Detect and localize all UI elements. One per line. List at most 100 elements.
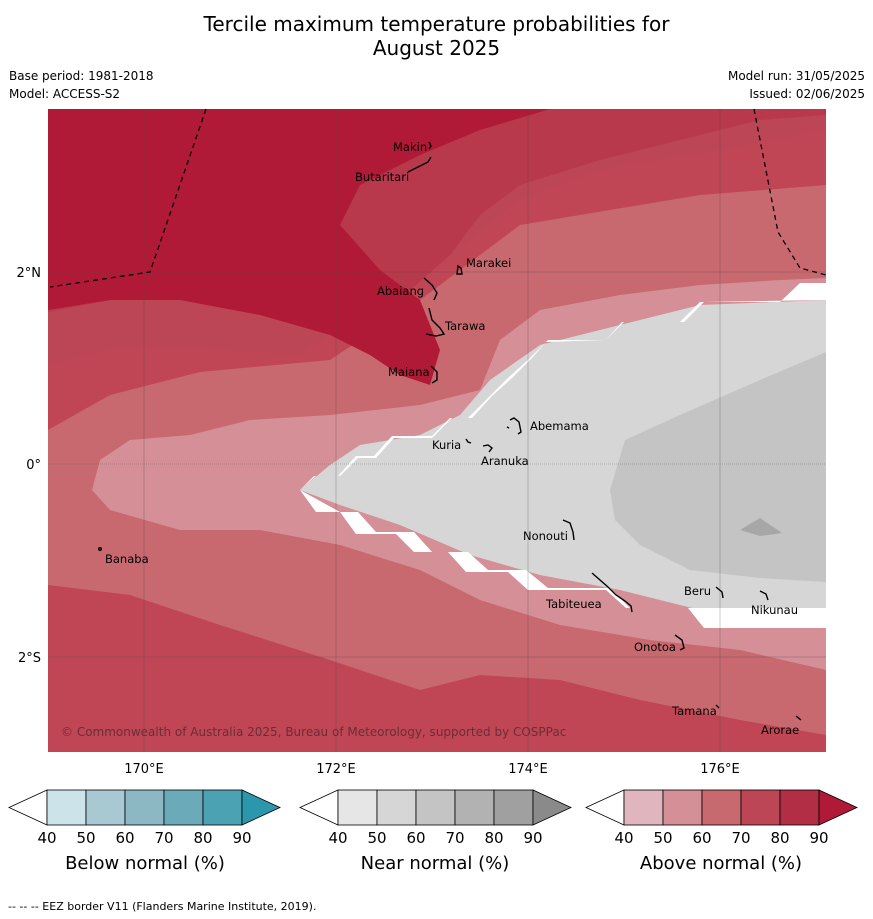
colorbar-below-segment bbox=[202, 789, 243, 826]
island-aranuka bbox=[482, 444, 493, 453]
colorbar-near-tick: 50 bbox=[367, 829, 386, 847]
colorbar-near-tick: 60 bbox=[406, 829, 425, 847]
colorbar-below-segment bbox=[85, 789, 126, 826]
contour-near-60 bbox=[610, 352, 826, 582]
label-tabiteuea: Tabiteuea bbox=[545, 597, 602, 611]
probability-contours bbox=[48, 109, 826, 752]
colorbar-label-below: Below normal (%) bbox=[65, 853, 225, 874]
lon-label-176: 176°E bbox=[700, 762, 740, 777]
colorbar-above-tick: 60 bbox=[692, 829, 711, 847]
lat-label-0: 0° bbox=[26, 458, 41, 473]
island-kuria bbox=[465, 438, 472, 444]
island-maiana bbox=[430, 365, 438, 384]
colorbar-near-segment bbox=[454, 789, 495, 826]
colorbar-above-segment bbox=[623, 789, 664, 826]
colorbar-below-segment bbox=[124, 789, 165, 826]
colorbar-above-segment bbox=[740, 789, 781, 826]
island-banaba bbox=[97, 547, 102, 552]
place-labels: Makin Butaritari Marakei Abaiang Tarawa … bbox=[105, 140, 799, 737]
colorbar-near-low-extend bbox=[299, 789, 339, 826]
copyright-text: © Commonwealth of Australia 2025, Bureau… bbox=[61, 725, 566, 739]
colorbar-label-above: Above normal (%) bbox=[639, 853, 803, 874]
colorbar-near: 40 50 60 70 80 90 bbox=[299, 789, 572, 847]
label-maiana: Maiana bbox=[388, 365, 430, 379]
island-nonouti bbox=[562, 519, 575, 541]
colorbar-near-high-extend bbox=[532, 789, 572, 826]
label-tamana: Tamana bbox=[671, 704, 717, 718]
lon-label-174: 174°E bbox=[508, 762, 548, 777]
island-nikunau bbox=[759, 590, 769, 601]
colorbar-above-tick: 70 bbox=[731, 829, 750, 847]
issued-date: Issued: 02/06/2025 bbox=[749, 87, 865, 101]
island-onotoa bbox=[674, 634, 685, 651]
meta-left: Base period: 1981-2018 Model: ACCESS-S2 bbox=[9, 67, 154, 103]
colorbar-above-tick: 80 bbox=[770, 829, 789, 847]
island-abemama bbox=[509, 417, 522, 435]
contour-above-90 bbox=[48, 109, 550, 385]
lon-label-172: 172°E bbox=[316, 762, 356, 777]
colorbar-above-segment bbox=[701, 789, 742, 826]
label-tarawa: Tarawa bbox=[444, 319, 485, 333]
islands bbox=[97, 141, 802, 721]
colorbar-below-tick: 80 bbox=[193, 829, 212, 847]
colorbar-below-tick: 40 bbox=[37, 829, 56, 847]
colorbar-label-near: Near normal (%) bbox=[360, 853, 510, 874]
colorbar-near-tick: 80 bbox=[484, 829, 503, 847]
meta-right: Model run: 31/05/2025 Issued: 02/06/2025 bbox=[728, 67, 865, 103]
label-beru: Beru bbox=[684, 584, 711, 598]
lon-axis: 170°E 172°E 174°E 176°E bbox=[124, 762, 740, 777]
lat-label-2s: 2°S bbox=[18, 651, 41, 666]
model-run: Model run: 31/05/2025 bbox=[727, 69, 865, 83]
island-tamana bbox=[715, 704, 720, 709]
colorbar-below-low-extend bbox=[8, 789, 48, 826]
label-abemama: Abemama bbox=[530, 419, 589, 433]
label-banaba: Banaba bbox=[105, 552, 149, 566]
label-abaiang: Abaiang bbox=[377, 284, 424, 298]
label-kuria: Kuria bbox=[432, 438, 461, 452]
island-abemama-islet bbox=[506, 426, 510, 429]
colorbar-near-segment bbox=[415, 789, 456, 826]
title-line-1: Tercile maximum temperature probabilitie… bbox=[203, 12, 670, 36]
label-makin: Makin bbox=[393, 140, 427, 154]
island-beru bbox=[715, 586, 724, 599]
colorbar-above-tick: 90 bbox=[809, 829, 828, 847]
island-arorae bbox=[795, 715, 802, 721]
island-makin bbox=[428, 141, 432, 150]
colorbar-below-segment bbox=[163, 789, 204, 826]
colorbar-below-tick: 90 bbox=[232, 829, 251, 847]
colorbar-above: 40 50 60 70 80 90 bbox=[585, 789, 858, 847]
colorbar-above-tick: 40 bbox=[614, 829, 633, 847]
colorbar-above-segment bbox=[779, 789, 820, 826]
lat-label-2n: 2°N bbox=[17, 266, 42, 281]
colorbar-near-segment bbox=[337, 789, 378, 826]
forecast-map: Makin Butaritari Marakei Abaiang Tarawa … bbox=[8, 108, 858, 847]
colorbar-near-tick: 70 bbox=[445, 829, 464, 847]
eez-footnote: -- -- -- EEZ border V11 (Flanders Marine… bbox=[8, 900, 317, 913]
colorbar-near-segment bbox=[376, 789, 417, 826]
colorbars: 40 50 60 70 80 90 40 50 60 70 80 90 40 50 60 70 80 90 bbox=[8, 789, 858, 847]
label-nonouti: Nonouti bbox=[523, 529, 568, 543]
label-onotoa: Onotoa bbox=[634, 640, 676, 654]
map-title: Tercile maximum temperature probabilitie… bbox=[0, 12, 873, 60]
base-period: Base period: 1981-2018 bbox=[9, 69, 154, 83]
label-marakei: Marakei bbox=[466, 256, 511, 270]
contour-near-70 bbox=[740, 518, 782, 536]
colorbar-below-tick: 70 bbox=[154, 829, 173, 847]
colorbar-above-tick: 50 bbox=[653, 829, 672, 847]
colorbar-near-tick: 90 bbox=[523, 829, 542, 847]
colorbar-above-low-extend bbox=[585, 789, 625, 826]
graticule bbox=[48, 109, 826, 752]
colorbar-below-segment bbox=[46, 789, 87, 826]
label-butaritari: Butaritari bbox=[355, 170, 409, 184]
colorbar-below: 40 50 60 70 80 90 bbox=[8, 789, 281, 847]
label-arorae: Arorae bbox=[761, 723, 799, 737]
contour-white-band-south bbox=[300, 490, 826, 628]
colorbar-below-tick: 50 bbox=[76, 829, 95, 847]
island-butaritari bbox=[407, 156, 432, 173]
eez-border bbox=[49, 108, 827, 288]
colorbar-near-tick: 40 bbox=[328, 829, 347, 847]
label-nikunau: Nikunau bbox=[751, 603, 798, 617]
lat-axis: 2°N 0° 2°S bbox=[17, 266, 42, 666]
colorbar-above-segment bbox=[662, 789, 703, 826]
colorbar-below-high-extend bbox=[241, 789, 281, 826]
